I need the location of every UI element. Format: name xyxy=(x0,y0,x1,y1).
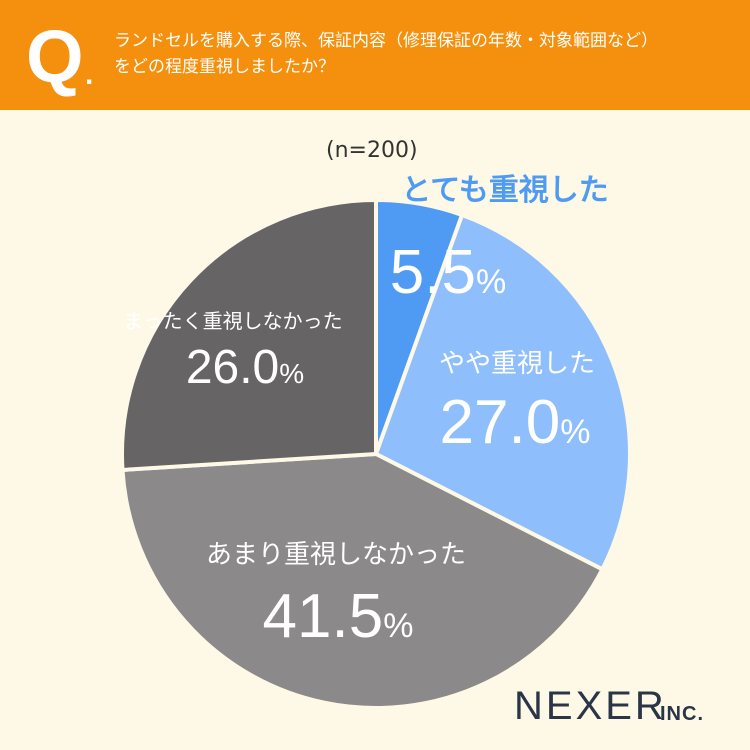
slice-label: あまり重視しなかった xyxy=(206,540,466,570)
pie-slices xyxy=(120,198,632,710)
slice-value: 41.5% xyxy=(263,582,414,651)
slice-not-very-important xyxy=(120,452,605,710)
slice-label: まったく重視しなかった xyxy=(123,309,342,333)
brand-logo: NEXER xyxy=(514,684,667,728)
question-text: ランドセルを購入する際、保証内容（修理保証の年数・対象範囲など） をどの程度重視… xyxy=(114,28,734,80)
q-dot: . xyxy=(85,58,94,91)
slice-value: 5.5% xyxy=(390,238,506,307)
question-line-1: ランドセルを購入する際、保証内容（修理保証の年数・対象範囲など） xyxy=(114,31,658,51)
slice-value: 26.0% xyxy=(186,341,304,394)
q-mark: Q xyxy=(26,15,84,98)
pie-labels: とても重視した 5.5% やや重視した 27.0% あまり重視しなかった 41.5% まった… xyxy=(123,173,608,651)
slice-label: とても重視した xyxy=(401,173,609,208)
question-line-2: をどの程度重視しましたか？ xyxy=(114,57,335,77)
slice-not-at-all xyxy=(120,198,378,472)
sample-size-label: (n=200) xyxy=(326,138,418,163)
brand-logo-suffix: INC. xyxy=(660,703,704,725)
question-header: Q . ランドセルを購入する際、保証内容（修理保証の年数・対象範囲など） をどの… xyxy=(0,0,750,110)
slice-value: 27.0% xyxy=(440,388,591,457)
slice-somewhat-important xyxy=(374,213,632,572)
slice-label: やや重視した xyxy=(439,349,595,379)
